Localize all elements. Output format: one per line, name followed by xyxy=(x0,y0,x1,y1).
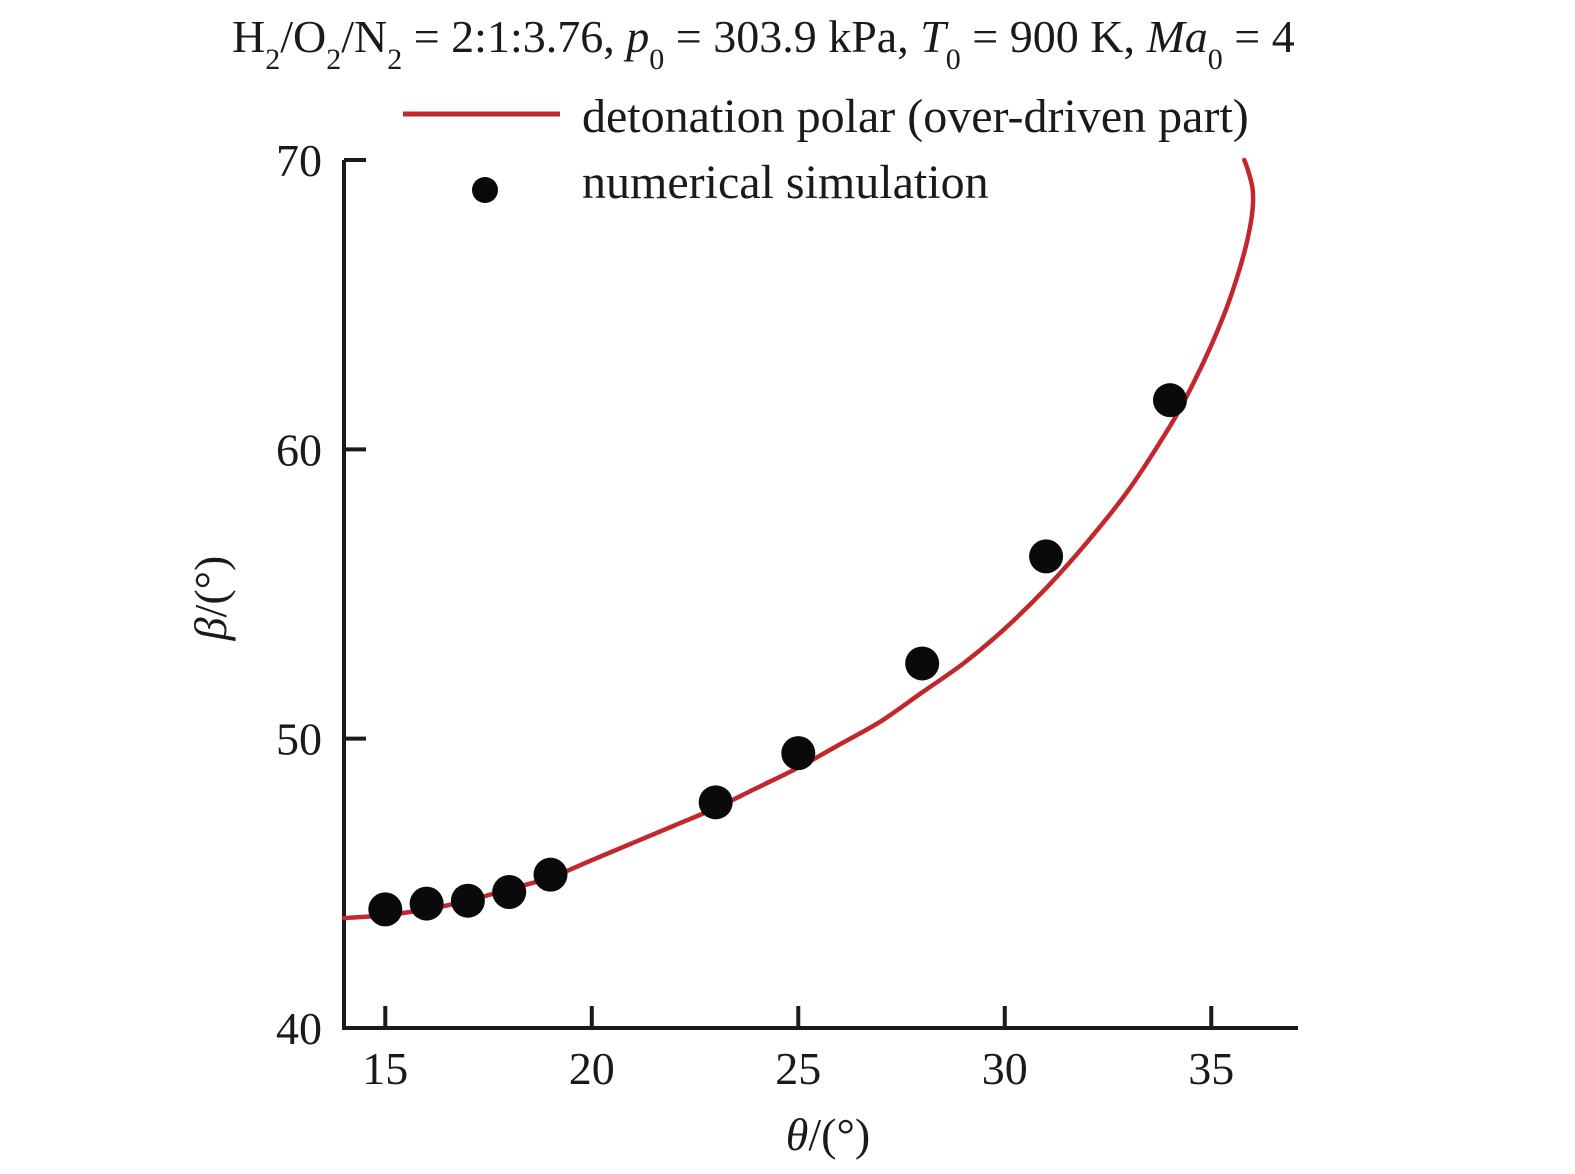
x-tick-label: 35 xyxy=(1188,1043,1234,1094)
y-tick-label: 50 xyxy=(276,714,322,765)
legend-marker-swatch xyxy=(472,177,498,203)
x-tick-label: 15 xyxy=(362,1043,408,1094)
x-ticks: 15 20 25 30 35 xyxy=(362,1006,1234,1094)
series-points-numerical-simulation xyxy=(368,383,1187,927)
y-ticks: 40 50 60 70 xyxy=(276,135,366,1054)
y-axis-label: β/(°) xyxy=(185,556,236,642)
y-tick-label: 40 xyxy=(276,1003,322,1054)
legend: detonation polar (over-driven part) nume… xyxy=(403,90,1249,209)
data-point xyxy=(1152,383,1187,418)
x-tick-label: 20 xyxy=(569,1043,615,1094)
data-point xyxy=(698,785,733,820)
data-point xyxy=(533,857,568,892)
series-line-detonation-polar xyxy=(341,157,1256,921)
y-tick-label: 60 xyxy=(276,424,322,475)
data-point xyxy=(905,646,940,681)
data-point xyxy=(409,886,444,921)
data-point xyxy=(368,892,403,927)
y-tick-label: 70 xyxy=(276,135,322,186)
legend-label-simulation: numerical simulation xyxy=(582,156,989,209)
data-point xyxy=(1029,539,1064,574)
x-tick-label: 25 xyxy=(775,1043,821,1094)
chart-title: H2/O2/N2 = 2:1:3.76, p0 = 303.9 kPa, T0 … xyxy=(232,11,1295,76)
data-point xyxy=(492,875,527,910)
data-point xyxy=(781,736,816,771)
x-tick-label: 30 xyxy=(982,1043,1028,1094)
legend-label-polar: detonation polar (over-driven part) xyxy=(582,90,1249,143)
x-axis-label: θ/(°) xyxy=(786,1109,870,1160)
data-point xyxy=(450,883,485,918)
